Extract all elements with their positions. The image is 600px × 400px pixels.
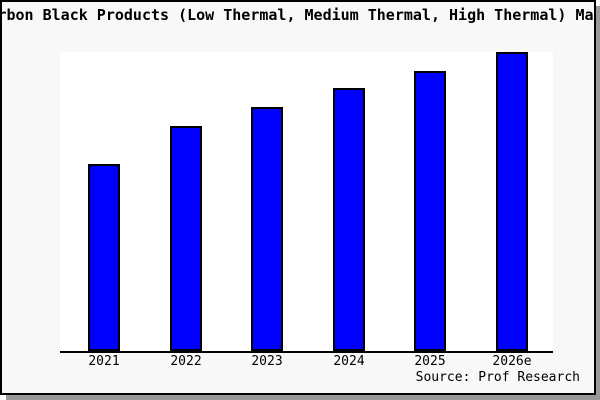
x-axis-label-2022: 2022 (170, 354, 202, 369)
plot-area (60, 52, 553, 353)
x-axis-label-2025: 2025 (414, 354, 446, 369)
x-axis-label-2026e: 2026e (492, 354, 532, 369)
x-axis-label-2021: 2021 (88, 354, 120, 369)
source-attribution: Source: Prof Research (415, 370, 580, 385)
bar-2023 (251, 107, 283, 351)
bar-2021 (88, 164, 120, 351)
bar-2022 (170, 126, 202, 351)
chart-title: rbon Black Products (Low Thermal, Medium… (0, 6, 596, 24)
x-axis-label-2023: 2023 (251, 354, 283, 369)
x-axis-labels: 2021 2022 2023 2024 2025 2026e (60, 355, 553, 371)
bar-2024 (333, 88, 365, 351)
bar-2025 (414, 71, 446, 351)
bar-2026e (496, 52, 528, 351)
x-axis-label-2024: 2024 (333, 354, 365, 369)
